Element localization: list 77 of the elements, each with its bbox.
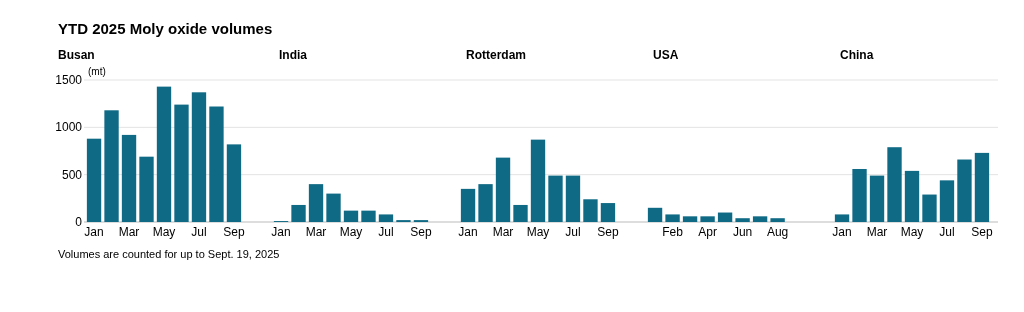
bar [104, 110, 119, 222]
bar [209, 106, 224, 222]
bar [735, 218, 750, 222]
bar [682, 216, 698, 222]
bar [121, 134, 137, 222]
bar [86, 138, 102, 222]
x-tick-label: Jul [565, 225, 581, 239]
bar [361, 210, 376, 222]
bar [156, 86, 172, 222]
bar [665, 214, 680, 222]
bar [291, 204, 306, 222]
x-tick-label: Jul [378, 225, 394, 239]
bar [565, 175, 581, 222]
x-tick-label: Mar [866, 225, 888, 239]
bar [530, 139, 546, 222]
y-tick-label: 1500 [55, 73, 83, 87]
y-axis-title: (mt) [88, 66, 106, 77]
bar [548, 175, 563, 222]
x-tick-label: Aug [766, 225, 789, 239]
bar [174, 104, 189, 222]
bar [191, 92, 207, 222]
x-tick-label: Feb [662, 225, 684, 239]
bar [700, 216, 715, 222]
bar [939, 180, 955, 222]
x-tick-label: Sep [223, 225, 245, 239]
x-tick-label: Jul [191, 225, 207, 239]
x-tick-label: May [526, 225, 550, 239]
bar [852, 168, 867, 222]
bar [869, 175, 885, 222]
bar [974, 152, 990, 222]
bar [922, 194, 937, 222]
x-tick-label: Jan [458, 225, 478, 239]
x-tick-label: May [900, 225, 924, 239]
bar [834, 214, 850, 222]
x-tick-label: Sep [971, 225, 993, 239]
bar [717, 212, 733, 222]
bar [957, 159, 972, 222]
chart-title: YTD 2025 Moly oxide volumes [58, 20, 273, 37]
bar [478, 184, 493, 222]
bar [770, 218, 785, 222]
bar [887, 147, 902, 222]
x-tick-label: Sep [410, 225, 432, 239]
bar [308, 184, 324, 222]
y-tick-label: 1000 [55, 120, 83, 135]
bar [495, 157, 511, 222]
bar [904, 170, 920, 222]
bar [647, 207, 663, 222]
bar [378, 214, 394, 222]
bar [752, 216, 768, 222]
chart-subtitle: China [840, 48, 874, 62]
x-tick-label: Jul [939, 225, 955, 239]
x-tick-label: Sep [597, 225, 619, 239]
chart-subtitle: USA [653, 48, 679, 62]
bar [326, 193, 341, 222]
bar [226, 144, 242, 222]
x-tick-label: Jan [271, 225, 291, 239]
y-tick-label: 0 [75, 215, 83, 229]
x-tick-label: Jun [732, 225, 753, 239]
x-tick-label: May [339, 225, 363, 239]
bar [513, 204, 528, 222]
x-tick-label: Jan [84, 225, 104, 239]
x-tick-label: Mar [305, 225, 327, 239]
bar [583, 199, 598, 222]
x-tick-label: Apr [698, 225, 717, 239]
chart-subtitle: Rotterdam [466, 48, 527, 62]
bar [343, 210, 359, 222]
bar [139, 156, 154, 222]
x-tick-label: Jan [832, 225, 852, 239]
x-tick-label: Mar [118, 225, 140, 239]
bar [460, 188, 476, 222]
text: Volumes are counted for up to Sept. 19, 2025 [58, 248, 280, 260]
y-tick-label: 500 [61, 167, 83, 182]
chart-subtitle: Busan [58, 48, 95, 62]
x-tick-label: Mar [492, 225, 514, 239]
chart-subtitle: India [279, 48, 308, 62]
x-tick-label: May [152, 225, 176, 239]
bar [600, 203, 616, 222]
